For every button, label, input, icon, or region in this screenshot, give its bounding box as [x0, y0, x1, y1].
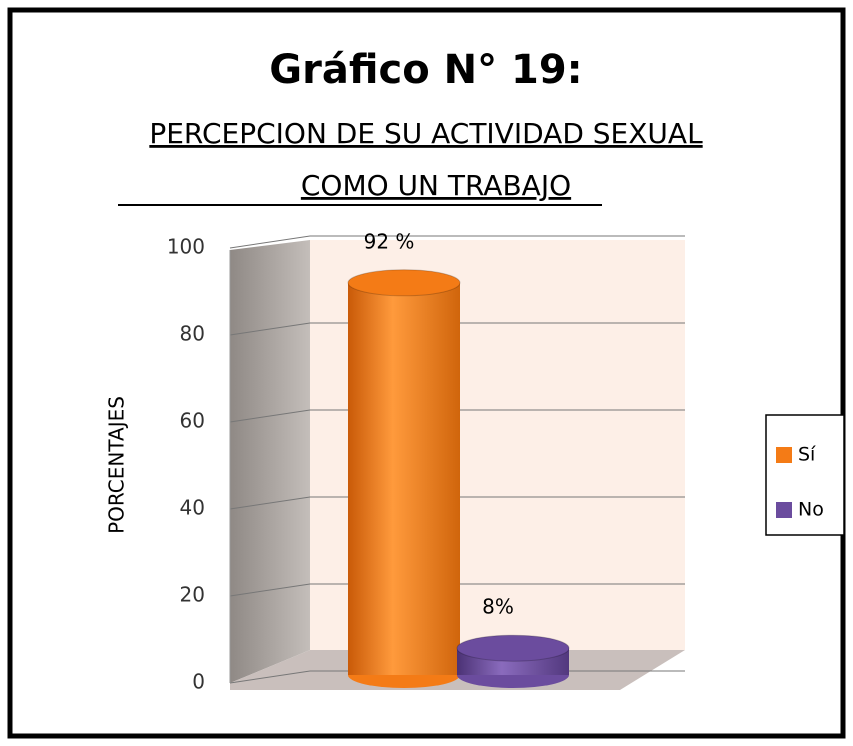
- grid-line: [229, 583, 685, 597]
- chart-subtitle: COMO UN TRABAJO: [301, 169, 571, 202]
- y-tick-label: 20: [180, 583, 205, 607]
- bar-cap: [347, 269, 461, 297]
- legend-label: Sí: [798, 444, 816, 466]
- y-tick-label: 0: [192, 670, 205, 694]
- legend-label: No: [798, 499, 824, 521]
- bar: [348, 282, 460, 675]
- chart-title: Gráfico N° 19:: [269, 47, 582, 93]
- legend-swatch: [776, 447, 792, 463]
- y-tick-label: 80: [180, 322, 205, 346]
- grid-line: [229, 409, 685, 423]
- grid-line: [229, 322, 685, 336]
- legend-swatch: [776, 502, 792, 518]
- y-tick-label: 60: [180, 409, 205, 433]
- y-tick-label: 100: [167, 235, 205, 259]
- side-wall: [230, 240, 310, 683]
- y-axis-label: PORCENTAJES: [105, 396, 129, 534]
- grid-line: [229, 235, 685, 249]
- bar-cap: [456, 634, 570, 662]
- y-tick-label: 40: [180, 496, 205, 520]
- data-label: 8%: [482, 595, 514, 619]
- data-label: 92 %: [364, 229, 415, 253]
- chart-subtitle: PERCEPCION DE SU ACTIVIDAD SEXUAL: [149, 117, 703, 150]
- grid-line: [229, 496, 685, 510]
